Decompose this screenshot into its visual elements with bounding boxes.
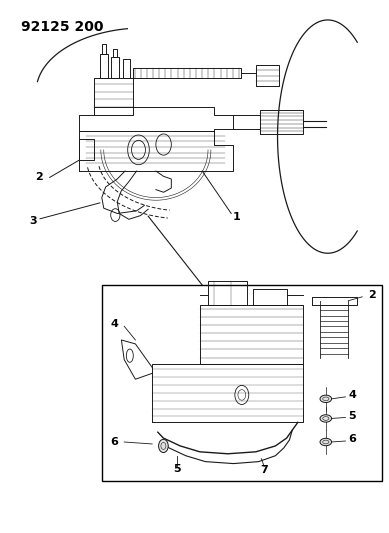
Ellipse shape [320, 395, 331, 402]
Text: 6: 6 [348, 434, 356, 444]
Text: 4: 4 [348, 390, 356, 400]
Text: 5: 5 [173, 464, 181, 474]
Text: 92125 200: 92125 200 [21, 20, 103, 34]
Bar [102, 285, 382, 481]
Ellipse shape [159, 439, 168, 453]
Text: 4: 4 [110, 319, 118, 329]
Text: 2: 2 [368, 290, 375, 300]
Text: 6: 6 [110, 437, 118, 447]
Text: 2: 2 [35, 172, 43, 182]
Ellipse shape [320, 438, 331, 446]
Text: 5: 5 [348, 410, 356, 421]
Text: 1: 1 [233, 212, 241, 222]
Ellipse shape [320, 415, 331, 422]
Text: 3: 3 [30, 216, 37, 226]
Text: 7: 7 [260, 465, 268, 475]
